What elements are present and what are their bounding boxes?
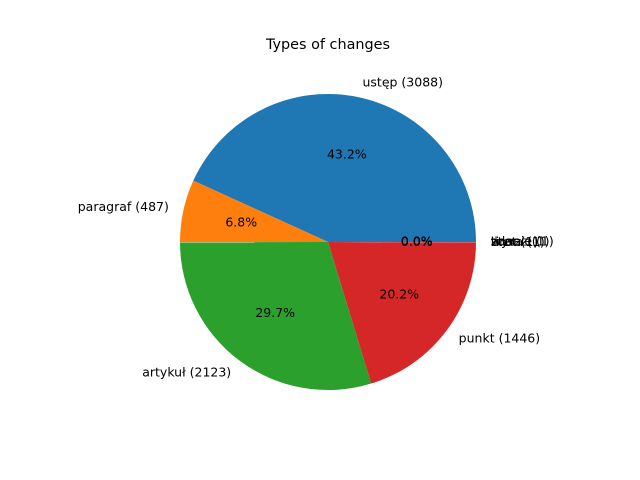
slice-percent-label: 0.0%: [401, 234, 433, 249]
slice-percent-label: 43.2%: [327, 147, 367, 162]
pie-slice: [328, 242, 476, 243]
pie-labels: ustęp (3088) paragraf (487) artykuł (2123)…: [78, 74, 554, 379]
chart-title: Types of changes: [265, 37, 390, 53]
slice-percent-label: 20.2%: [379, 286, 419, 301]
slice-percent-label: 29.7%: [255, 305, 295, 320]
pie-slice: [328, 242, 476, 384]
slice-percent-label: 0.0%: [401, 234, 433, 249]
slice-label: artykuł (2123): [142, 364, 231, 379]
slice-percent-label: 0.0%: [401, 234, 433, 249]
slice-label: tiret (1): [491, 234, 539, 249]
slice-label: zdanie (1): [491, 234, 554, 249]
slice-label: ustęp (3088): [363, 74, 444, 89]
slice-label: punkt (1446): [459, 331, 540, 346]
pie-slice: [193, 94, 477, 242]
slice-label: wyraz (1): [491, 234, 550, 249]
slice-label: paragraf (487): [78, 199, 169, 214]
slice-label: litera (1): [491, 234, 545, 249]
slice-percent-label: 6.8%: [225, 215, 257, 230]
pie-slice: [180, 242, 372, 391]
slice-percent-label: 0.0%: [401, 234, 433, 249]
pie-slice: [180, 180, 328, 243]
pie-slices: [180, 94, 477, 391]
pie-percent-labels: 43.2%6.8%29.7%20.2%0.0%0.0%0.0%0.0%: [225, 147, 432, 320]
